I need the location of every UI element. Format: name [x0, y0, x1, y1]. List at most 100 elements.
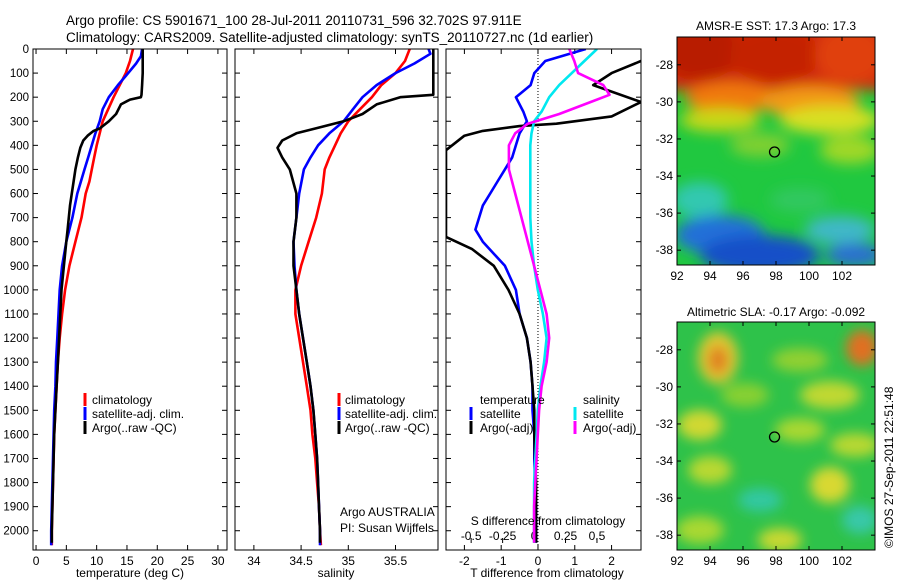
x-tick-label: 34.5 [289, 554, 313, 568]
map-y-tick-label: -28 [656, 58, 674, 72]
temperature-xlabel: temperature (deg C) [76, 566, 184, 580]
s-tick-label: -0.25 [489, 529, 517, 543]
difference-legend: temperature satellite Argo(-adj) salinit… [469, 393, 636, 435]
s-tick-label: 0.5 [589, 529, 606, 543]
figure-title-line1: Argo profile: CS 5901671_100 28-Jul-2011… [66, 13, 522, 28]
y-tick-label: 1700 [3, 453, 29, 465]
y-tick-label: 1000 [3, 285, 29, 297]
s-tick-label: -0.5 [461, 529, 482, 543]
y-tick-label: 200 [10, 92, 29, 104]
legend-climatology-label: climatology [92, 393, 152, 407]
legend-t-argo-label: Argo(-adj) [480, 421, 533, 435]
y-tick-label: 600 [10, 189, 29, 201]
map-y-tick-label: -28 [656, 343, 674, 357]
map-x-tick-label: 98 [769, 269, 783, 283]
x-tick-label: 35.5 [384, 554, 408, 568]
map-x-tick-label: 92 [670, 554, 684, 568]
x-tick-label: 0 [33, 554, 40, 568]
difference-curves [446, 49, 641, 543]
difference-axes: -2 -1 0 1 2-0.5 -0.25 0 0.25 0.5 [446, 48, 641, 568]
map-x-tick-label: 102 [832, 554, 852, 568]
x-tick-label: 20 [151, 554, 165, 568]
legend-argo-label: Argo(..raw -QC) [92, 421, 177, 435]
y-tick-label: 400 [10, 140, 29, 152]
y-tick-label: 1300 [3, 357, 29, 369]
x-tick-label: 25 [181, 554, 195, 568]
map-y-tick-label: -32 [656, 417, 674, 431]
sla-map-axes: 92 94 96 98 100 102 -28 -30 -32 -34 -36 -38 [656, 322, 875, 568]
x-tick-label: 10 [90, 554, 104, 568]
legend-satellite-label: satellite-adj. clim. [92, 407, 184, 421]
y-tick-label: 1800 [3, 478, 29, 490]
series-line-salinity-argo-adj- [507, 49, 611, 543]
sla-map-panel: Altimetric SLA: -0.17 Argo: -0.092 [656, 305, 876, 568]
series-line-argo-raw-qc- [276, 49, 435, 543]
y-tick-label: 700 [10, 213, 29, 225]
salinity-frame [234, 48, 439, 551]
x-tick-label: 0 [535, 554, 542, 568]
y-tick-label: 1400 [3, 381, 29, 393]
map-y-tick-label: -30 [656, 380, 674, 394]
sla-argo-profile-marker [768, 431, 781, 443]
temperature-panel: 0 5 10 15 20 25 300100200300400500600700800900… [3, 44, 228, 580]
y-tick-label: 2000 [3, 526, 29, 538]
x-tick-label: 2 [608, 554, 615, 568]
legend-satellite-label: satellite-adj. clim. [345, 407, 437, 421]
s-tick-label: 0.25 [554, 529, 578, 543]
sla-field [677, 322, 875, 550]
platform-annotation: Argo AUSTRALIA [340, 505, 435, 519]
x-tick-label: 30 [211, 554, 225, 568]
x-tick-label: 35 [342, 554, 356, 568]
legend-s-satellite-label: satellite [583, 407, 624, 421]
y-tick-label: 1600 [3, 429, 29, 441]
map-x-tick-label: 94 [703, 554, 717, 568]
y-tick-label: 1100 [4, 309, 29, 321]
map-y-tick-label: -30 [656, 95, 674, 109]
temperature-axes: 0 5 10 15 20 25 300100200300400500600700800900… [3, 44, 227, 568]
series-line-argo-raw-qc- [50, 49, 144, 543]
y-tick-label: 100 [10, 68, 29, 80]
difference-panel: -2 -1 0 1 2-0.5 -0.25 0 0.25 0.5 T difference fr… [445, 48, 642, 580]
y-tick-label: 900 [10, 261, 29, 273]
map-x-tick-label: 92 [670, 269, 684, 283]
t-difference-xlabel: T difference from climatology [470, 566, 624, 580]
map-x-tick-label: 100 [799, 554, 819, 568]
map-y-tick-label: -38 [656, 528, 674, 542]
sst-argo-profile-marker [768, 146, 781, 158]
temperature-curves [49, 49, 144, 546]
map-x-tick-label: 96 [736, 269, 750, 283]
map-y-tick-label: -38 [656, 243, 674, 257]
map-y-tick-label: -36 [656, 206, 674, 220]
map-y-tick-label: -34 [656, 454, 674, 468]
series-line-climatology [294, 49, 411, 546]
map-y-tick-label: -32 [656, 132, 674, 146]
salinity-xlabel: salinity [318, 566, 355, 580]
y-tick-label: 0 [23, 44, 29, 56]
y-tick-label: 300 [10, 116, 29, 128]
legend-climatology-label: climatology [345, 393, 405, 407]
x-tick-label: 15 [120, 554, 134, 568]
x-tick-label: 5 [63, 554, 70, 568]
y-tick-label: 500 [10, 164, 29, 176]
legend-salinity-title: salinity [583, 393, 620, 407]
sst-field [677, 37, 875, 265]
salinity-curves [276, 49, 435, 546]
x-tick-label: 34 [247, 554, 261, 568]
sla-map-title: Altimetric SLA: -0.17 Argo: -0.092 [687, 305, 865, 319]
sst-map-panel: AMSR-E SST: 17.3 Argo: 17.3 [656, 19, 876, 283]
map-x-tick-label: 96 [736, 554, 750, 568]
salinity-panel: 34 34.5 35 35.5 salinity climatology satell… [234, 48, 439, 580]
temperature-legend: climatology satellite-adj. clim. Argo(..… [83, 393, 184, 435]
map-x-tick-label: 94 [703, 269, 717, 283]
salinity-axes: 34 34.5 35 35.5 [235, 48, 438, 568]
x-tick-label: -2 [459, 554, 470, 568]
difference-frame [445, 48, 642, 551]
legend-s-argo-label: Argo(-adj) [583, 421, 636, 435]
legend-t-satellite-label: satellite [480, 407, 521, 421]
legend-argo-label: Argo(..raw -QC) [345, 421, 430, 435]
map-y-tick-label: -36 [656, 491, 674, 505]
series-line-satellite-adj-clim- [292, 49, 432, 546]
credit-text: ©IMOS 27-Sep-2011 22:51:48 [882, 386, 896, 548]
y-tick-label: 1200 [3, 333, 29, 345]
